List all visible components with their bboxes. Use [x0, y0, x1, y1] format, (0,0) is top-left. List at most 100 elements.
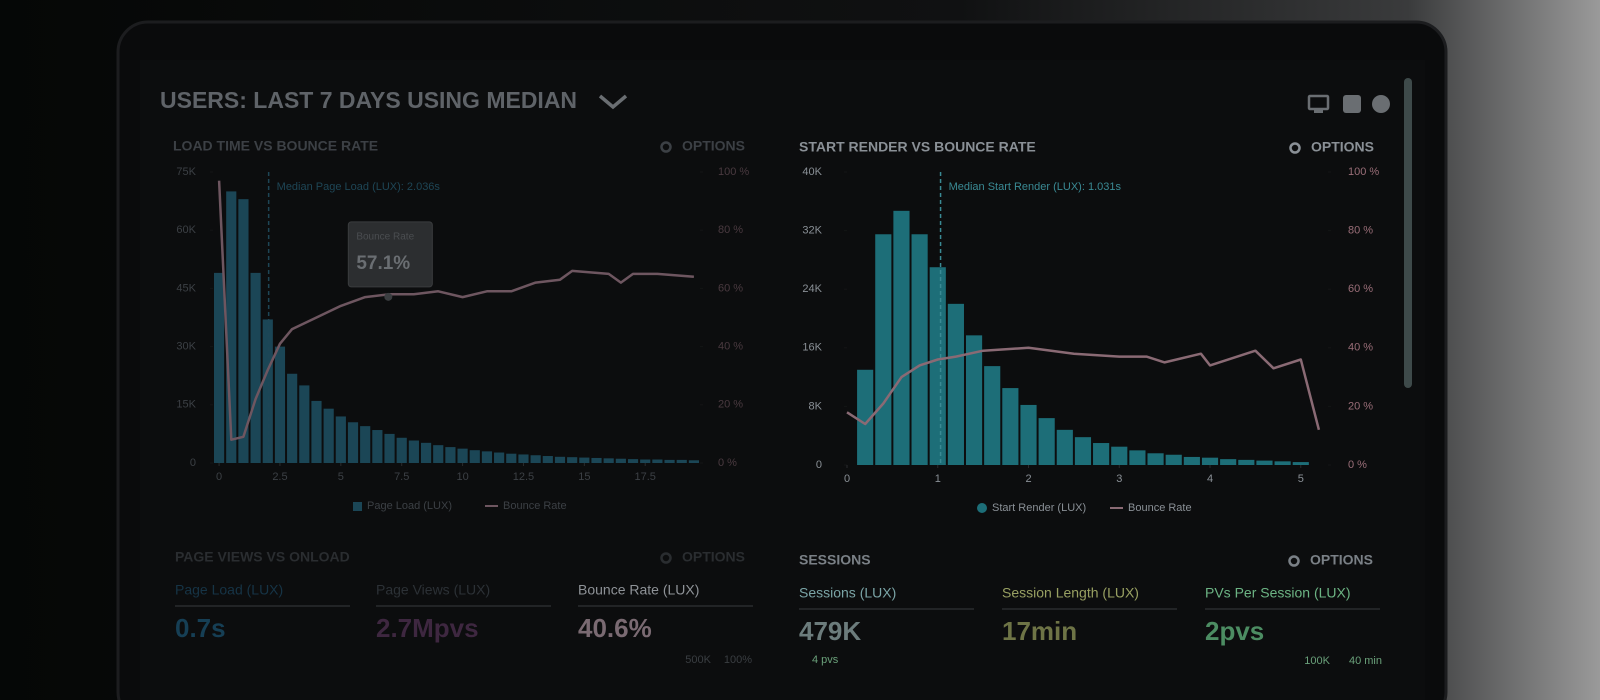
kpi-label: Page Views (LUX) — [376, 582, 490, 598]
y-tick-label: 8K — [809, 400, 823, 412]
bar — [347, 422, 359, 463]
legend-swatch — [977, 503, 987, 513]
kpi-note: 500K — [685, 654, 711, 666]
bar — [676, 459, 687, 463]
x-tick-label: 7.5 — [394, 471, 409, 483]
bar — [433, 445, 444, 463]
options-button[interactable]: OPTIONS — [1311, 139, 1374, 155]
x-tick-label: 12.5 — [513, 471, 534, 483]
legend-label: Bounce Rate — [503, 500, 567, 512]
bar — [396, 437, 407, 463]
y2-tick-label: 80 % — [1348, 225, 1373, 237]
bar — [603, 458, 614, 463]
help-icon[interactable] — [1372, 95, 1390, 113]
options-gear — [1289, 142, 1301, 154]
panel-title: PAGE VIEWS VS ONLOAD — [175, 549, 350, 565]
bar — [567, 457, 578, 463]
bar — [591, 457, 602, 463]
options-button[interactable]: OPTIONS — [682, 549, 745, 565]
options-gear — [1288, 555, 1300, 567]
bar — [262, 319, 273, 463]
bar — [1238, 459, 1255, 465]
bar — [494, 452, 505, 463]
legend-label: Start Render (LUX) — [992, 502, 1086, 514]
bar — [984, 366, 1001, 465]
bar — [530, 455, 541, 463]
bar — [947, 303, 964, 465]
bar — [226, 191, 237, 463]
scrollbar[interactable] — [1404, 78, 1412, 388]
bar — [274, 346, 286, 463]
bar — [1056, 429, 1073, 465]
bar — [1129, 450, 1146, 465]
y2-tick-label: 100 % — [1348, 166, 1379, 178]
bar — [640, 459, 651, 463]
bar — [554, 456, 566, 463]
x-tick-label: 3 — [1116, 473, 1122, 485]
y2-tick-label: 40 % — [1348, 342, 1373, 354]
x-tick-label: 10 — [456, 471, 468, 483]
tooltip-title: Bounce Rate — [356, 231, 414, 242]
options-button[interactable]: OPTIONS — [1310, 552, 1373, 568]
kpi-label: Page Load (LUX) — [175, 582, 283, 598]
y2-tick-label: 0 % — [1348, 459, 1367, 471]
bar — [1292, 462, 1309, 465]
options-button[interactable]: OPTIONS — [682, 138, 745, 154]
kpi-label: Session Length (LUX) — [1002, 585, 1139, 601]
dropdown-icon[interactable] — [598, 94, 628, 110]
bar — [323, 408, 334, 463]
y-tick-label: 40K — [802, 166, 822, 178]
kpi-value: 17min — [1002, 616, 1077, 646]
bar — [250, 272, 261, 463]
y-tick-label: 15K — [176, 399, 196, 411]
legend-label: Page Load (LUX) — [367, 500, 452, 512]
kpi-value: 0.7s — [175, 613, 226, 643]
bar — [299, 385, 310, 463]
bar — [1165, 454, 1182, 465]
bar — [384, 433, 395, 463]
y-tick-label: 16K — [802, 342, 822, 354]
x-tick-label: 2.5 — [272, 471, 287, 483]
bar — [688, 460, 699, 463]
monitor-icon[interactable] — [1307, 94, 1330, 111]
x-tick-label: 5 — [338, 471, 344, 483]
tooltip — [347, 221, 433, 288]
bar — [238, 199, 249, 463]
screen — [140, 60, 1425, 700]
y-tick-label: 30K — [176, 341, 196, 353]
kpi-value: 2pvs — [1205, 616, 1264, 646]
bar — [214, 272, 225, 463]
bar — [965, 335, 983, 465]
bar — [518, 454, 529, 463]
kpi-label: Bounce Rate (LUX) — [578, 582, 699, 598]
bar — [1093, 443, 1110, 465]
bar — [469, 450, 480, 463]
monitor-stand — [1314, 110, 1323, 113]
tooltip-value: 57.1% — [356, 253, 410, 274]
kpi-value: 2.7Mpvs — [376, 613, 479, 643]
bar — [929, 267, 946, 465]
options-gear — [660, 141, 672, 153]
bounce-rate-line — [846, 346, 1321, 431]
y-tick-label: 32K — [802, 225, 822, 237]
dashboard-title: USERS: LAST 7 DAYS USING MEDIAN — [160, 87, 577, 113]
x-tick-label: 5 — [1298, 473, 1304, 485]
bar — [911, 234, 928, 465]
y-tick-label: 45K — [176, 282, 196, 294]
bar — [445, 447, 456, 463]
legend-swatch — [353, 502, 362, 511]
x-tick-label: 0 — [844, 473, 850, 485]
bar — [893, 210, 910, 465]
bar — [1147, 453, 1164, 465]
y-tick-label: 0 — [190, 457, 196, 469]
y2-tick-label: 80 % — [718, 224, 743, 236]
bar — [664, 459, 675, 463]
share-icon[interactable] — [1343, 95, 1361, 113]
bar — [1256, 460, 1273, 465]
bar — [408, 440, 419, 463]
bar — [287, 373, 298, 463]
bar — [875, 234, 892, 465]
bar — [652, 459, 663, 463]
chart-title: LOAD TIME VS BOUNCE RATE — [173, 138, 378, 154]
